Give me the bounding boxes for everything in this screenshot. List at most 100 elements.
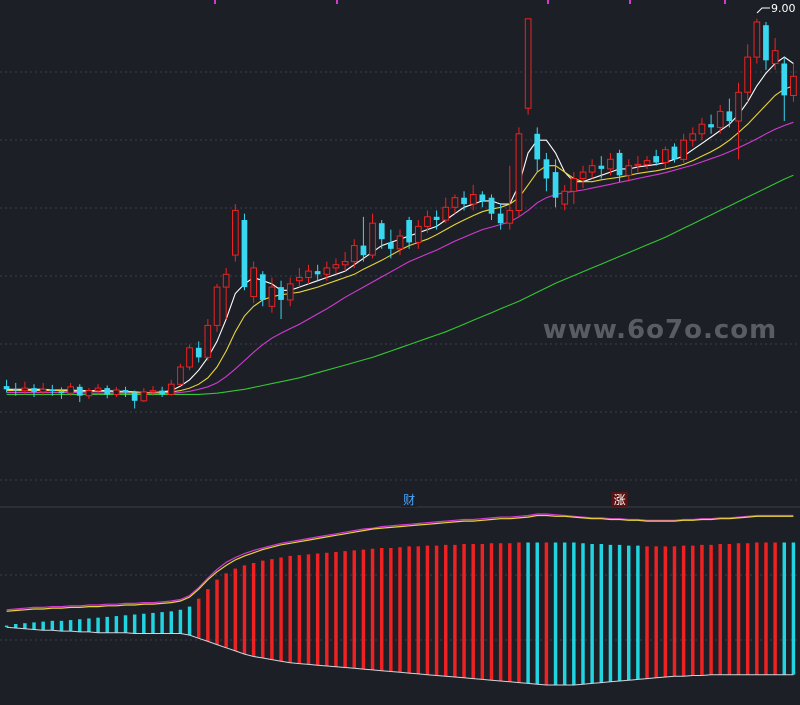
candle <box>250 261 258 304</box>
candle <box>726 98 733 128</box>
top-tick-marks <box>214 0 726 4</box>
candle-body-up <box>167 383 175 395</box>
candle <box>76 384 83 403</box>
candle-body-up <box>186 347 193 368</box>
marker-badge-0 <box>401 492 418 507</box>
indicator-line-0 <box>6 513 794 611</box>
candle <box>479 191 486 208</box>
candle <box>625 159 633 182</box>
candle-body-down <box>278 287 284 300</box>
candle <box>497 204 504 230</box>
candle-body-down <box>726 111 733 121</box>
watermark-text: www.6o7o.com <box>543 315 777 345</box>
candle <box>570 172 578 205</box>
candle <box>378 220 385 249</box>
candle <box>122 386 129 397</box>
candle <box>744 44 751 102</box>
candle <box>94 384 102 395</box>
candle <box>21 381 29 395</box>
candle <box>232 204 239 262</box>
candle <box>763 21 769 70</box>
candle-body-up <box>689 133 697 141</box>
indicator-lower-envelope <box>6 626 794 686</box>
candle <box>241 213 248 291</box>
candle <box>680 133 687 163</box>
ma-line-2 <box>6 121 794 394</box>
candle <box>524 18 532 115</box>
candle-body-down <box>76 386 83 396</box>
candle <box>488 194 495 221</box>
candle-body-up <box>222 273 230 288</box>
candle <box>579 165 587 189</box>
candle <box>735 82 742 160</box>
candle-body-up <box>250 267 258 298</box>
candle-body-down <box>314 271 321 275</box>
candle <box>222 267 230 320</box>
candle <box>268 277 276 313</box>
candle <box>213 283 221 332</box>
candle <box>552 159 559 208</box>
candle-body-up <box>506 209 514 224</box>
candlesticks <box>3 18 797 409</box>
candle-body-up <box>286 283 294 301</box>
candle <box>588 159 596 179</box>
indicator-bars <box>4 542 796 685</box>
candle-body-up <box>341 261 349 266</box>
candle <box>159 386 165 397</box>
candle <box>67 382 75 396</box>
candle <box>3 379 10 393</box>
candle <box>653 149 659 166</box>
candle-body-up <box>323 267 331 275</box>
candle-body-down <box>31 388 37 392</box>
candle-body-up <box>21 387 29 392</box>
indicator-lines <box>6 513 794 686</box>
candle <box>598 156 605 179</box>
candle-body-down <box>479 194 486 201</box>
candle-body-up <box>369 222 376 256</box>
candle <box>323 261 331 281</box>
candle-body-down <box>49 389 56 392</box>
candle <box>314 264 321 281</box>
candle <box>543 152 550 192</box>
candle-body-up <box>94 387 102 392</box>
marker-badge-1 <box>611 492 628 507</box>
candle-body-up <box>515 133 523 211</box>
ma-line-3 <box>6 174 794 395</box>
candle-body-up <box>469 194 477 205</box>
candle-body-down <box>104 388 111 395</box>
candle <box>469 184 477 211</box>
candle <box>186 344 193 371</box>
candle-body-down <box>653 156 659 163</box>
candle-body-up <box>39 388 47 393</box>
candle-body-up <box>524 18 532 109</box>
candle <box>415 220 422 249</box>
candle-body-up <box>305 270 312 279</box>
candle-body-up <box>113 389 120 395</box>
candle-body-up <box>625 165 633 176</box>
candle-body-up <box>396 235 404 250</box>
candle-body-up <box>561 190 569 205</box>
candle-body-up <box>771 50 779 65</box>
candle <box>296 267 303 288</box>
candle <box>369 213 376 259</box>
candle-body-down <box>360 245 367 256</box>
candle <box>771 37 779 70</box>
candle-body-up <box>232 209 239 256</box>
candle <box>177 363 184 387</box>
candle-body-down <box>159 390 165 395</box>
candle-body-up <box>350 245 358 263</box>
candle <box>167 379 175 396</box>
candle-body-up <box>607 158 614 170</box>
candle-body-up <box>451 197 459 208</box>
candle-body-down <box>122 390 129 393</box>
event-markers: 财涨 <box>401 492 628 507</box>
marker-label-1: 涨 <box>614 492 626 507</box>
candle <box>195 341 202 363</box>
indicator-line-1 <box>6 514 794 612</box>
candle-body-up <box>332 264 340 269</box>
candle <box>131 390 138 409</box>
candle <box>149 386 157 396</box>
candle-body-down <box>406 220 412 243</box>
candle-body-up <box>634 163 642 167</box>
